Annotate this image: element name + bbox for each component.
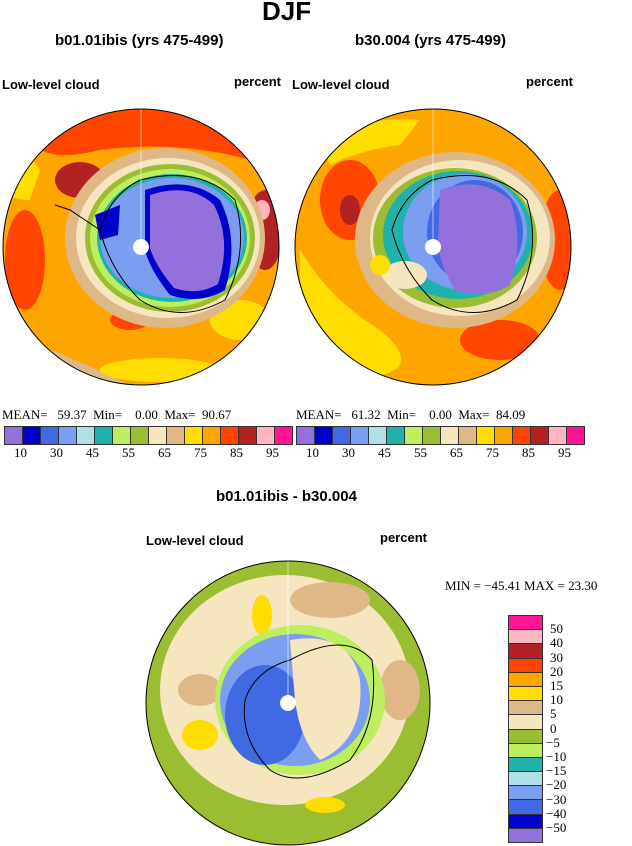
colorbar-box xyxy=(509,672,542,687)
colorbar-box xyxy=(509,715,542,730)
colorbar-box xyxy=(333,427,351,444)
figure-title: DJF xyxy=(262,0,312,26)
colorbar-box xyxy=(509,658,542,673)
panel1-stats: MEAN= 59.37 Min= 0.00 Max= 90.67 xyxy=(2,407,232,422)
panel1-left-label: Low-level cloud xyxy=(2,77,100,92)
colorbar-box xyxy=(509,800,542,815)
difference-title: b01.01ibis - b30.004 xyxy=(216,488,357,505)
colorbar-label: 55 xyxy=(122,445,135,460)
colorbar-box xyxy=(509,701,542,716)
colorbar-label: 30 xyxy=(550,649,563,665)
colorbar-box xyxy=(459,427,477,444)
colorbar-box xyxy=(221,427,239,444)
colorbar-label: 85 xyxy=(522,445,535,460)
colorbar-box xyxy=(477,427,495,444)
colorbar-label: 55 xyxy=(414,445,427,460)
colorbar-box xyxy=(387,427,405,444)
colorbar-box xyxy=(423,427,441,444)
colorbar-label: 30 xyxy=(342,445,355,460)
colorbar-box xyxy=(239,427,257,444)
colorbar-box xyxy=(77,427,95,444)
colorbar-box xyxy=(131,427,149,444)
panel2-stats: MEAN= 61.32 Min= 0.00 Max= 84.09 xyxy=(296,407,526,422)
map-panel2 xyxy=(295,109,571,385)
colorbar-box xyxy=(567,427,584,444)
colorbar-box xyxy=(509,630,542,645)
colorbar-label: 95 xyxy=(558,445,571,460)
colorbar-label: −5 xyxy=(546,734,560,750)
colorbar-label: 85 xyxy=(230,445,243,460)
colorbar-label: 75 xyxy=(194,445,207,460)
colorbar-box xyxy=(113,427,131,444)
colorbar-label: 45 xyxy=(378,445,391,460)
colorbar-label: −15 xyxy=(546,763,567,779)
colorbar-label: 10 xyxy=(14,445,27,460)
colorbar-label: −10 xyxy=(546,749,567,764)
difference-stats: MIN = −45.41 MAX = 23.30 xyxy=(445,578,598,593)
colorbar-box xyxy=(5,427,23,444)
colorbar-box xyxy=(513,427,531,444)
colorbar-box xyxy=(509,786,542,801)
colorbar-box xyxy=(23,427,41,444)
panel1-title: b01.01ibis (yrs 475-499) xyxy=(55,32,224,49)
colorbar-box xyxy=(203,427,221,444)
colorbar-box xyxy=(369,427,387,444)
colorbar-difference xyxy=(508,615,543,843)
colorbar-label: 45 xyxy=(86,445,99,460)
colorbar-box xyxy=(275,427,292,444)
colorbar-label: 65 xyxy=(158,445,171,460)
colorbar-label: 95 xyxy=(266,445,279,460)
colorbar-label: −20 xyxy=(546,777,567,793)
colorbar-box xyxy=(41,427,59,444)
colorbar-box xyxy=(495,427,513,444)
colorbar-box xyxy=(509,743,542,758)
colorbar-box xyxy=(167,427,185,444)
colorbar-label: 0 xyxy=(550,720,557,736)
colorbar-box xyxy=(405,427,423,444)
difference-left-label: Low-level cloud xyxy=(146,533,244,548)
map-panel1 xyxy=(3,109,279,385)
colorbar-box xyxy=(315,427,333,444)
colorbar-label: 20 xyxy=(550,663,563,679)
colorbar-label: 50 xyxy=(550,621,563,637)
colorbar-label: 40 xyxy=(550,635,563,651)
colorbar-label: 65 xyxy=(450,445,463,460)
colorbar-box xyxy=(257,427,275,444)
colorbar-box xyxy=(549,427,567,444)
colorbar-box xyxy=(509,828,542,842)
colorbar-box xyxy=(509,729,542,744)
colorbar-box xyxy=(531,427,549,444)
colorbar-box xyxy=(95,427,113,444)
colorbar-label: −40 xyxy=(546,805,567,821)
colorbar-label: 30 xyxy=(50,445,63,460)
colorbar-label: −30 xyxy=(546,791,567,807)
colorbar-box xyxy=(185,427,203,444)
colorbar-box xyxy=(509,757,542,773)
colorbar-label: 15 xyxy=(550,678,563,693)
colorbar-label: 10 xyxy=(550,692,563,708)
colorbar-label: 10 xyxy=(306,445,319,460)
colorbar-box xyxy=(509,686,542,702)
difference-units: percent xyxy=(380,530,427,545)
colorbar-label: −50 xyxy=(546,820,567,835)
colorbar-box xyxy=(441,427,459,444)
colorbar-box xyxy=(297,427,315,444)
colorbar-panel1 xyxy=(4,426,293,445)
map-difference xyxy=(146,561,430,845)
panel1-units: percent xyxy=(234,74,281,89)
colorbar-box xyxy=(59,427,77,444)
colorbar-label: 5 xyxy=(550,706,557,722)
colorbar-box xyxy=(509,616,542,631)
colorbar-label: 75 xyxy=(486,445,499,460)
colorbar-box xyxy=(149,427,167,444)
panel2-left-label: Low-level cloud xyxy=(292,77,390,92)
colorbar-box xyxy=(509,644,542,659)
colorbar-box xyxy=(351,427,369,444)
colorbar-panel2 xyxy=(296,426,585,445)
colorbar-box xyxy=(509,772,542,787)
panel2-units: percent xyxy=(526,74,573,89)
colorbar-box xyxy=(509,814,542,829)
panel2-title: b30.004 (yrs 475-499) xyxy=(355,32,506,49)
